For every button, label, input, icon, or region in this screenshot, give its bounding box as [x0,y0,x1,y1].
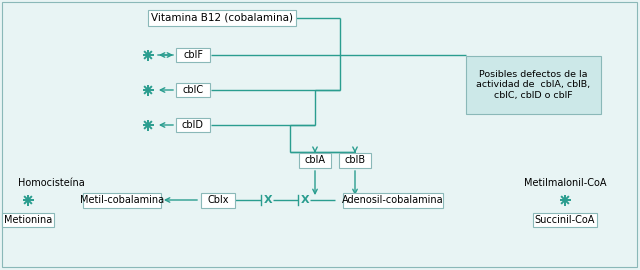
FancyBboxPatch shape [176,118,210,132]
Text: cblB: cblB [344,155,365,165]
Text: Metilmalonil-CoA: Metilmalonil-CoA [524,178,606,188]
Text: Metionina: Metionina [4,215,52,225]
Text: Homocisteína: Homocisteína [18,178,84,188]
Text: cblD: cblD [182,120,204,130]
Text: Posibles defectos de la
actividad de  cblA, cblB,
cblC, cblD o cblF: Posibles defectos de la actividad de cbl… [476,70,590,100]
FancyBboxPatch shape [465,56,600,114]
Text: cblA: cblA [305,155,326,165]
Text: Succinil-CoA: Succinil-CoA [535,215,595,225]
Text: X: X [301,195,309,205]
Text: Cblx: Cblx [207,195,228,205]
Text: Adenosil-cobalamina: Adenosil-cobalamina [342,195,444,205]
FancyBboxPatch shape [2,213,54,227]
Text: Metil-cobalamina: Metil-cobalamina [80,195,164,205]
FancyBboxPatch shape [176,48,210,62]
Text: Vitamina B12 (cobalamina): Vitamina B12 (cobalamina) [151,13,293,23]
FancyBboxPatch shape [176,83,210,97]
FancyBboxPatch shape [339,153,371,167]
Text: cblC: cblC [182,85,204,95]
FancyBboxPatch shape [83,193,161,208]
FancyBboxPatch shape [148,10,296,26]
FancyBboxPatch shape [201,193,235,208]
FancyBboxPatch shape [533,213,597,227]
Text: X: X [264,195,272,205]
Text: cblF: cblF [183,50,203,60]
FancyBboxPatch shape [343,193,443,208]
FancyBboxPatch shape [299,153,331,167]
